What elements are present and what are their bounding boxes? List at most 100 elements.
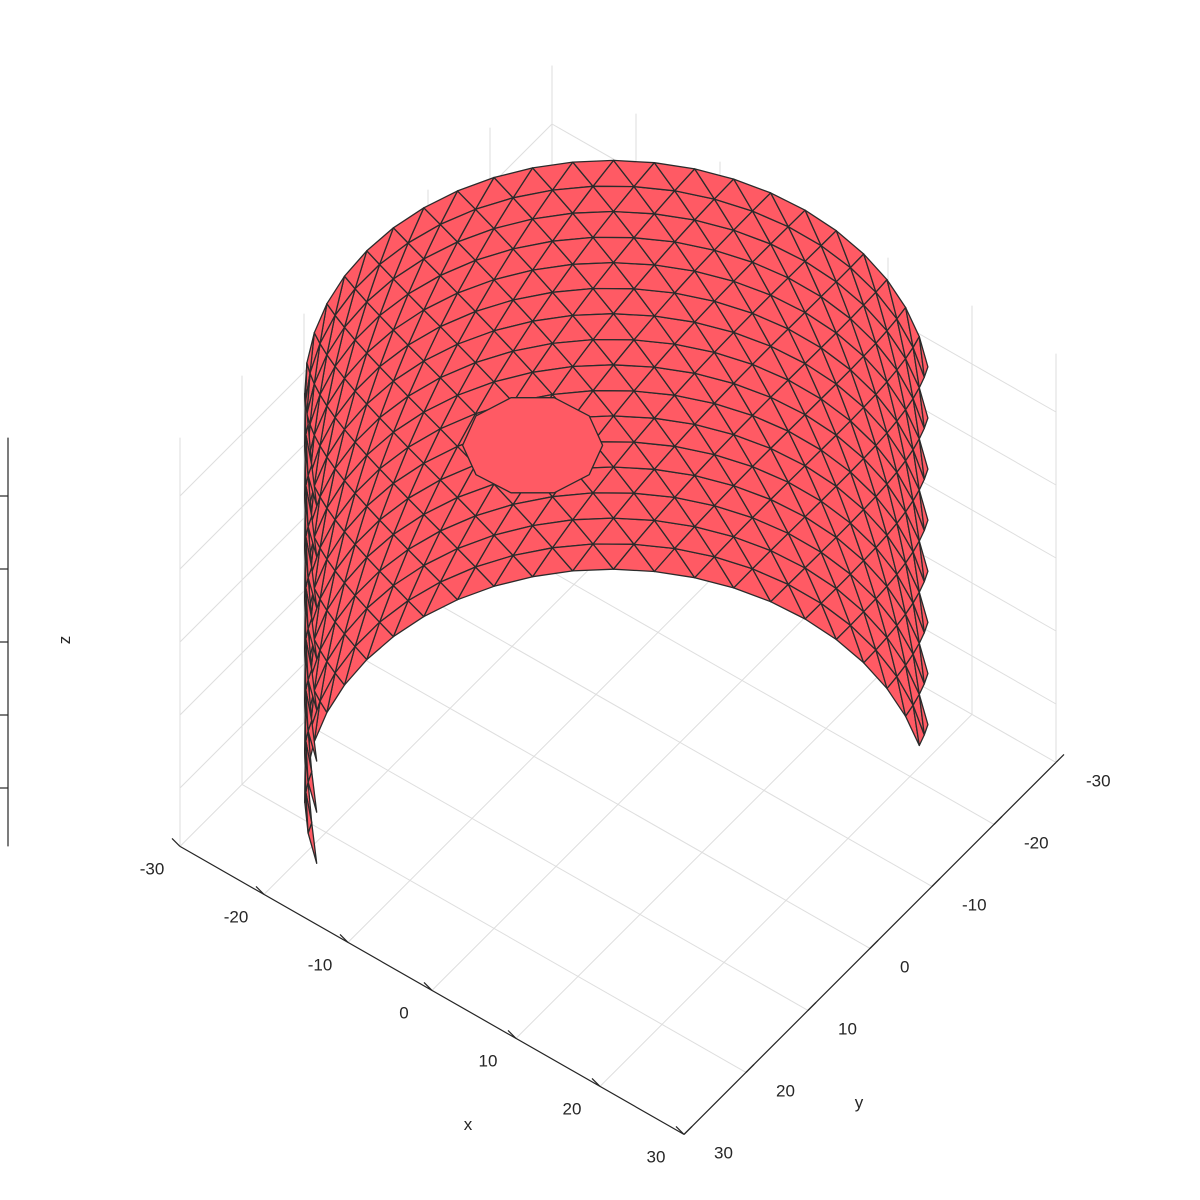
grid-line [489, 535, 995, 825]
mesh-face [439, 361, 477, 396]
mesh-face [512, 342, 554, 373]
mesh-face [439, 515, 477, 550]
x-tick [507, 1029, 517, 1039]
mesh-face [306, 383, 315, 426]
mesh-face [551, 338, 594, 368]
mesh-face [392, 411, 425, 449]
mesh-face [407, 530, 441, 567]
mesh-face [304, 699, 309, 742]
mesh-face [493, 218, 534, 250]
mesh-face [366, 533, 395, 572]
grid-line [427, 597, 933, 887]
mesh-face [319, 672, 336, 714]
mesh-face [304, 750, 309, 793]
mesh-face [326, 275, 346, 316]
mesh-face [456, 227, 495, 262]
mesh-face [918, 642, 929, 685]
z-axis-label: z [55, 636, 74, 645]
mesh-face [306, 332, 315, 374]
mesh-face [407, 223, 441, 260]
mesh-face [512, 496, 554, 527]
mesh-face [918, 438, 929, 481]
mesh-face [366, 278, 395, 317]
mesh-face [572, 159, 615, 187]
mesh-face [474, 299, 514, 332]
mesh-face [305, 689, 313, 732]
grid-line [241, 783, 747, 1073]
y-tick-label: 10 [838, 1019, 857, 1038]
mesh-face [378, 497, 409, 536]
mesh-face [407, 274, 441, 311]
mesh-face [423, 445, 459, 481]
axis-labels: x y z [55, 636, 864, 1134]
mesh-face [407, 479, 441, 516]
y-tick [931, 877, 941, 887]
mesh-face [918, 540, 929, 583]
mesh-face [343, 454, 368, 494]
mesh-face [319, 519, 336, 560]
x-tick-label: 0 [399, 1003, 408, 1022]
mesh-face [313, 456, 328, 498]
mesh-face [423, 496, 459, 532]
mesh-face [304, 392, 309, 436]
mesh-face [493, 269, 534, 301]
mesh-face [572, 210, 615, 239]
mesh-face [304, 597, 309, 640]
y-tick [683, 1125, 693, 1135]
mesh-face [326, 633, 346, 674]
mesh-face [305, 638, 313, 681]
mesh-face [439, 464, 477, 499]
mesh-face [313, 609, 328, 651]
mesh-face [423, 292, 459, 328]
mesh-face [354, 417, 381, 456]
mesh-face [334, 288, 356, 328]
grid-line [365, 659, 871, 949]
mesh-face [319, 365, 336, 407]
mesh-face [343, 403, 368, 443]
mesh-face [407, 428, 441, 464]
mesh-face [343, 250, 368, 290]
mesh-face [354, 621, 381, 661]
mesh-face [572, 261, 615, 290]
mesh-face [366, 431, 395, 470]
mesh-face [334, 390, 356, 431]
x-tick [591, 1077, 601, 1087]
mesh-face [572, 313, 615, 341]
mesh-face [378, 242, 409, 280]
mesh-face [474, 554, 514, 587]
mesh-face [366, 380, 395, 419]
mesh-face [366, 482, 395, 521]
mesh-face [918, 387, 929, 429]
mesh-face [392, 360, 425, 397]
mesh-face [313, 507, 328, 549]
mesh-face [474, 503, 514, 536]
mesh-face [319, 314, 336, 356]
x-tick [423, 981, 433, 991]
mesh-face [551, 543, 594, 572]
mesh-face [313, 354, 328, 396]
y-tick-label: -10 [962, 895, 987, 914]
mesh-face [319, 570, 336, 611]
mesh-face [334, 645, 356, 686]
mesh-face [439, 259, 477, 294]
mesh-face [512, 240, 554, 271]
y-tick [745, 1063, 755, 1073]
axes: -30-20-100102030-30-20-100102030-20-1001… [0, 437, 1111, 1166]
mesh-face [305, 791, 313, 834]
x-tick [255, 885, 265, 895]
x-axis-label: x [464, 1115, 473, 1134]
mesh-face [551, 236, 594, 265]
y-tick [807, 1001, 817, 1011]
mesh-face [439, 566, 477, 601]
mesh-face [378, 446, 409, 484]
mesh-face [334, 543, 356, 584]
mesh-face [392, 462, 425, 500]
mesh-face [439, 413, 477, 448]
mesh-face [456, 279, 495, 313]
mesh-face [305, 433, 313, 477]
mesh-face [392, 258, 425, 295]
mesh-face [334, 339, 356, 380]
mesh-face [531, 365, 574, 396]
x-tick [339, 933, 349, 943]
